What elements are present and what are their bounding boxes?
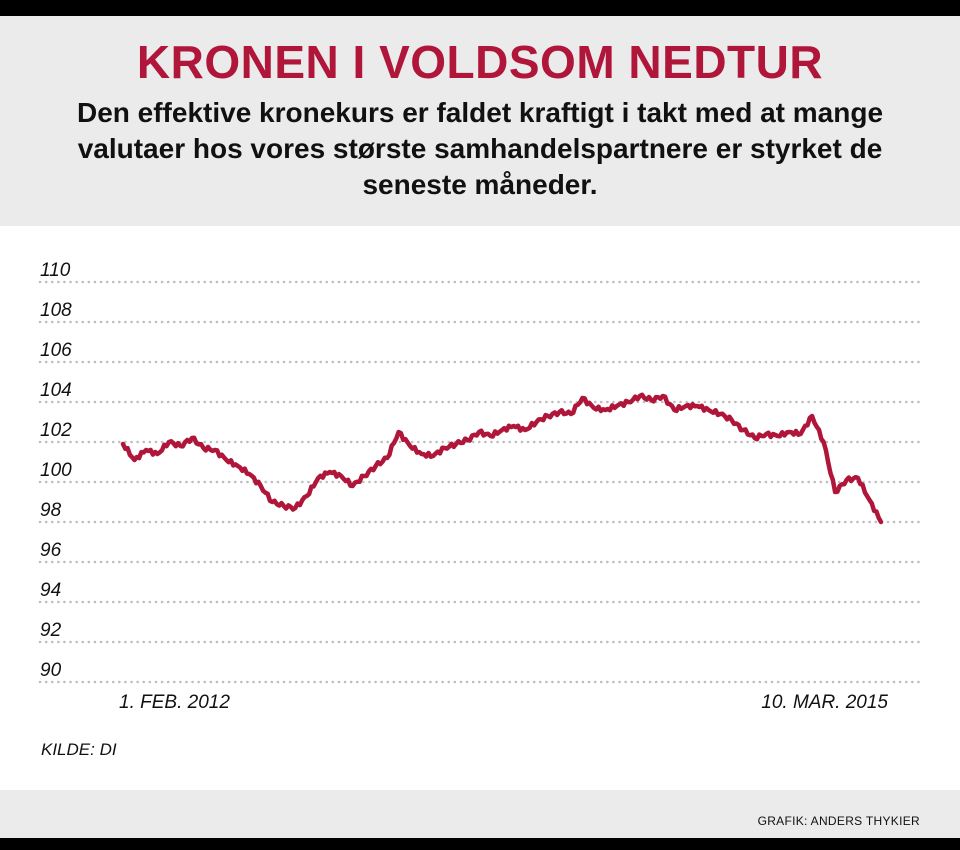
credit-label: GRAFIK: ANDERS THYKIER [757,814,920,828]
y-tick-label: 100 [40,460,72,481]
series-line [120,392,884,525]
y-tick-label: 108 [40,300,72,321]
source-label: KILDE: DI [41,740,117,759]
footer: GRAFIK: ANDERS THYKIER [0,790,960,838]
y-tick-label: 94 [40,580,61,601]
chart-subtitle: Den effektive kronekurs er faldet krafti… [76,97,884,200]
grid [38,280,922,684]
y-tick-label: 98 [40,500,62,521]
x-axis-ticks: 1. FEB. 2012 10. MAR. 2015 [119,692,888,713]
y-axis-ticks: 110 108 106 104 102 100 98 96 94 92 90 [40,260,72,681]
y-tick-label: 102 [40,420,72,441]
y-tick-label: 104 [40,380,72,401]
top-bar [0,0,960,16]
y-tick-label: 96 [40,540,62,561]
x-tick-label: 10. MAR. 2015 [761,692,888,713]
line-chart: 110 108 106 104 102 100 98 96 94 92 90 1. FEB. 201… [38,260,922,713]
y-tick-label: 106 [40,340,72,361]
y-tick-label: 92 [40,620,62,641]
bottom-bar [0,838,960,850]
header: KRONEN I VOLDSOM NEDTUR Den effektive kr… [0,16,960,226]
chart-title: KRONEN I VOLDSOM NEDTUR [136,36,824,88]
y-tick-label: 110 [40,260,71,281]
y-tick-label: 90 [40,660,62,681]
x-tick-label: 1. FEB. 2012 [119,692,230,713]
